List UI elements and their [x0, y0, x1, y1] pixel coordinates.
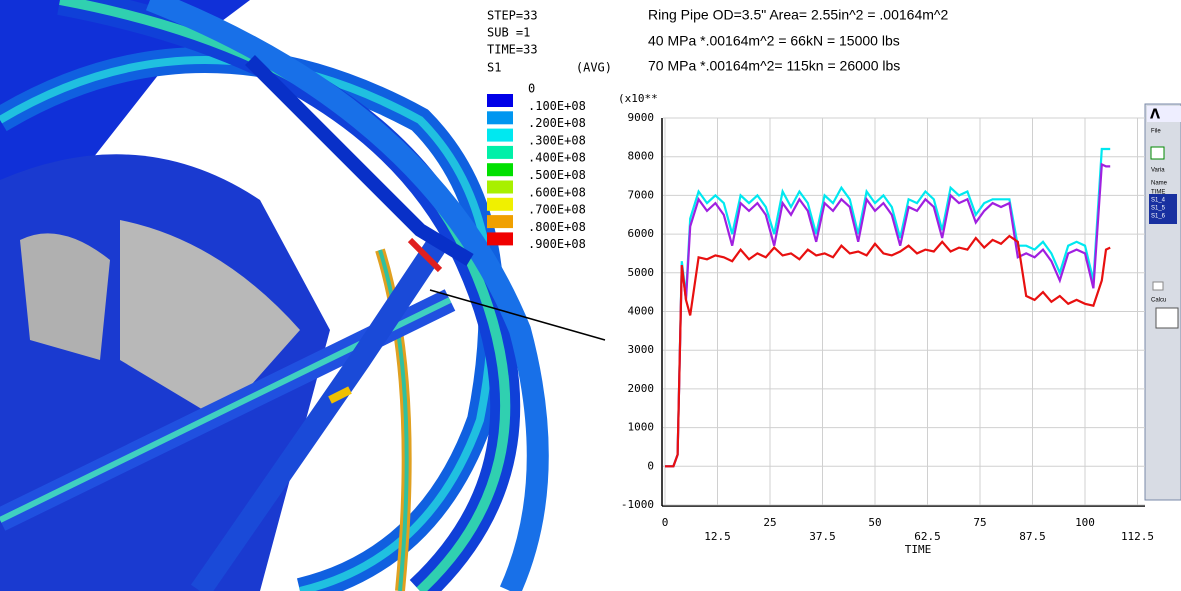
legend-swatch [487, 215, 513, 229]
legend-swatch [487, 232, 513, 246]
svg-text:Λ: Λ [1150, 108, 1160, 123]
legend-label: .900E+08 [528, 237, 586, 251]
side-panel-item: File [1151, 129, 1161, 135]
legend-label: .700E+08 [528, 203, 586, 217]
x-tick-label: 87.5 [1019, 530, 1046, 543]
y-tick-label: 9000 [628, 111, 655, 124]
legend-swatch [487, 128, 513, 142]
side-panel-item: S1_4 [1151, 198, 1166, 204]
plot-area [662, 110, 1147, 510]
x-tick-label: 75 [973, 516, 986, 529]
legend-label: .600E+08 [528, 185, 586, 199]
model-render [0, 0, 606, 591]
legend-label: 0 [528, 82, 535, 96]
side-panel-item: S1_5 [1151, 206, 1166, 212]
status-line: STEP=33 [487, 9, 538, 23]
x-tick-label: 0 [662, 516, 669, 529]
side-panel-item: Name [1151, 181, 1168, 187]
legend-swatch [487, 145, 513, 159]
legend-swatch [487, 111, 513, 125]
x-tick-label: 50 [868, 516, 881, 529]
annotation: Ring Pipe OD=3.5" Area= 2.55in^2 = .0016… [648, 7, 948, 23]
x-tick-label: 25 [763, 516, 776, 529]
x-tick-label: 12.5 [704, 530, 731, 543]
status-line: TIME=33 [487, 43, 538, 57]
legend-note: (AVG) [576, 61, 612, 75]
y-tick-label: 0 [647, 459, 654, 472]
y-tick-label: 7000 [628, 188, 655, 201]
legend-title: S1 [487, 61, 501, 75]
side-panel-item: Varia [1151, 168, 1165, 174]
data-line [665, 234, 1111, 468]
y-tick-label: 8000 [628, 150, 655, 163]
side-window: Λ [1144, 103, 1181, 501]
side-panel-item: TIME [1151, 190, 1165, 196]
legend-swatch [487, 94, 513, 107]
x-tick-label: 62.5 [914, 530, 941, 543]
legend-label: .500E+08 [528, 168, 586, 182]
x-axis-label: TIME [905, 543, 932, 556]
y-tick-label: 1000 [628, 421, 655, 434]
annotation: 70 MPa *.00164m^2= 115kn = 26000 lbs [648, 58, 900, 74]
data-line [665, 147, 1111, 468]
legend-label: .100E+08 [528, 99, 586, 113]
y-tick-label: 6000 [628, 227, 655, 240]
legend-swatch [487, 163, 513, 177]
legend-label: .400E+08 [528, 151, 586, 165]
x-tick-label: 112.5 [1121, 530, 1154, 543]
y-tick-label: 3000 [628, 343, 655, 356]
y-tick-label: 2000 [628, 382, 655, 395]
annotation: 40 MPa *.00164m^2 = 66kN = 15000 lbs [648, 33, 900, 49]
y-tick-label: -1000 [621, 498, 654, 511]
y-tick-label: 5000 [628, 266, 655, 279]
y-tick-label: 4000 [628, 305, 655, 318]
legend-label: .800E+08 [528, 220, 586, 234]
side-panel-item: S1_6 [1151, 214, 1166, 220]
status-line: SUB =1 [487, 26, 530, 40]
legend-label: .300E+08 [528, 133, 586, 147]
x-tick-label: 100 [1075, 516, 1095, 529]
data-line [665, 162, 1111, 468]
legend-swatch [487, 197, 513, 211]
legend-label: .200E+08 [528, 116, 586, 130]
x-tick-label: 37.5 [809, 530, 836, 543]
legend-swatch [487, 180, 513, 194]
y-axis-label: (x10** [618, 92, 658, 105]
side-panel-item: Calcu [1151, 298, 1166, 304]
